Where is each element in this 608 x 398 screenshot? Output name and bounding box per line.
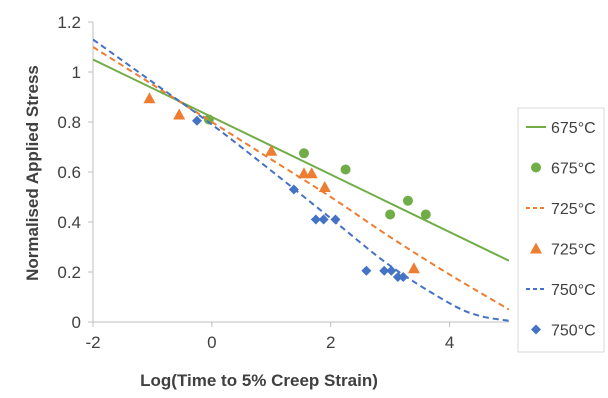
x-tick-label: 0 <box>207 333 216 352</box>
data-point-725c-triangle <box>318 181 331 192</box>
legend-entry: 750°C <box>531 323 596 340</box>
axes: 00.20.40.60.811.2-2 0 2 4 <box>57 13 509 352</box>
x-tick-label: 2 <box>326 333 335 352</box>
legend-entry: 725°C <box>526 201 596 218</box>
legend-entry: 675°C <box>526 120 596 137</box>
data-point-675c-circle <box>402 195 413 206</box>
legend-entry: 750°C <box>526 282 596 299</box>
series-line-750c-dash <box>93 38 509 322</box>
data-point-725c-triangle <box>265 144 278 156</box>
data-point-750c-diamond <box>310 214 321 225</box>
legend-label: 675°C <box>551 120 596 137</box>
data-point-750c-diamond <box>330 214 341 225</box>
data-point-750c-diamond <box>379 265 390 276</box>
x-tick-label: -2 <box>85 333 100 352</box>
plot-series <box>93 38 509 322</box>
data-point-750c-diamond <box>318 214 329 225</box>
x-axis-title: Log(Time to 5% Creep Strain) <box>140 371 378 390</box>
legend: 675°C 675°C 725°C 725°C 750°C 750°C <box>517 107 605 353</box>
data-point-750c-diamond <box>192 115 202 126</box>
legend-swatch-marker <box>531 324 541 335</box>
y-axis-title: Normalised Applied Stress <box>23 65 42 281</box>
data-point-750c-diamond <box>398 272 409 282</box>
data-point-725c-triangle <box>305 167 318 179</box>
legend-label: 750°C <box>551 282 596 299</box>
data-point-725c-triangle <box>143 92 156 104</box>
data-point-750c-diamond <box>361 265 372 276</box>
legend-box <box>517 107 605 353</box>
data-point-675c-circle <box>298 148 309 159</box>
data-point-725c-triangle <box>173 108 186 120</box>
data-point-675c-circle <box>385 209 396 220</box>
y-tick-label: 1.2 <box>57 13 81 32</box>
data-point-750c-diamond <box>392 272 403 282</box>
y-tick-label: 0.6 <box>57 163 81 182</box>
data-point-725c-triangle <box>297 167 310 179</box>
data-point-750c-diamond <box>386 265 397 276</box>
legend-label: 750°C <box>551 323 596 340</box>
y-tick-label: 0.2 <box>57 263 81 282</box>
data-point-675c-circle <box>420 209 431 220</box>
y-tick-label: 1 <box>72 63 81 82</box>
legend-label: 725°C <box>551 201 596 218</box>
data-point-675c-circle <box>340 164 351 175</box>
legend-label: 675°C <box>551 161 596 178</box>
y-tick-label: 0.4 <box>57 213 81 232</box>
legend-label: 725°C <box>551 242 596 259</box>
legend-entry: 725°C <box>530 242 596 259</box>
legend-entry: 675°C <box>531 161 596 178</box>
y-tick-label: 0 <box>72 313 81 332</box>
x-tick-label: 4 <box>445 333 454 352</box>
data-point-750c-diamond <box>288 184 299 195</box>
legend-swatch-marker <box>530 242 542 254</box>
y-tick-label: 0.8 <box>57 113 81 132</box>
legend-swatch-marker <box>531 162 541 173</box>
data-point-725c-triangle <box>407 262 420 274</box>
series-line-675c-solid <box>93 58 509 262</box>
